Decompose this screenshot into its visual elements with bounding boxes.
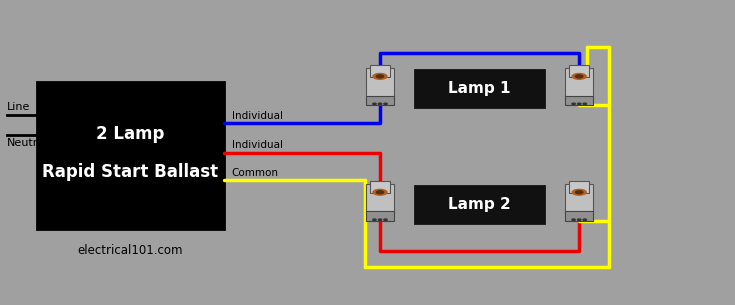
Bar: [565, 95, 593, 105]
Bar: [370, 65, 390, 77]
Bar: [37, 82, 224, 229]
Text: Rapid Start Ballast: Rapid Start Ballast: [43, 163, 218, 181]
Text: Lamp 1: Lamp 1: [448, 81, 511, 96]
Text: electrical101.com: electrical101.com: [78, 244, 183, 257]
Circle shape: [376, 75, 384, 78]
Circle shape: [384, 103, 387, 105]
Bar: [565, 211, 593, 221]
Circle shape: [373, 219, 376, 221]
Text: 2 Lamp: 2 Lamp: [96, 125, 165, 143]
Bar: [366, 211, 394, 221]
Bar: [415, 186, 544, 223]
Bar: [366, 184, 394, 213]
Circle shape: [379, 103, 381, 105]
Circle shape: [576, 75, 583, 78]
Circle shape: [373, 189, 387, 195]
Bar: [366, 95, 394, 105]
Text: Lamp 2: Lamp 2: [448, 197, 511, 212]
Circle shape: [578, 219, 581, 221]
Bar: [570, 181, 589, 193]
Text: Common: Common: [232, 168, 279, 178]
Circle shape: [583, 219, 587, 221]
Circle shape: [576, 191, 583, 194]
Circle shape: [573, 189, 587, 195]
Circle shape: [373, 74, 387, 79]
Bar: [370, 181, 390, 193]
Bar: [565, 68, 593, 97]
Circle shape: [379, 219, 381, 221]
Text: Individual: Individual: [232, 140, 282, 150]
Circle shape: [572, 103, 576, 105]
Circle shape: [572, 219, 576, 221]
Bar: [570, 65, 589, 77]
Bar: [415, 70, 544, 107]
Circle shape: [573, 74, 587, 79]
Circle shape: [578, 103, 581, 105]
Circle shape: [384, 219, 387, 221]
Bar: [565, 184, 593, 213]
Bar: [366, 68, 394, 97]
Circle shape: [373, 103, 376, 105]
Text: Line: Line: [7, 102, 31, 112]
Text: Neutral: Neutral: [7, 138, 49, 148]
Text: Individual: Individual: [232, 111, 282, 121]
Circle shape: [376, 191, 384, 194]
Circle shape: [583, 103, 587, 105]
